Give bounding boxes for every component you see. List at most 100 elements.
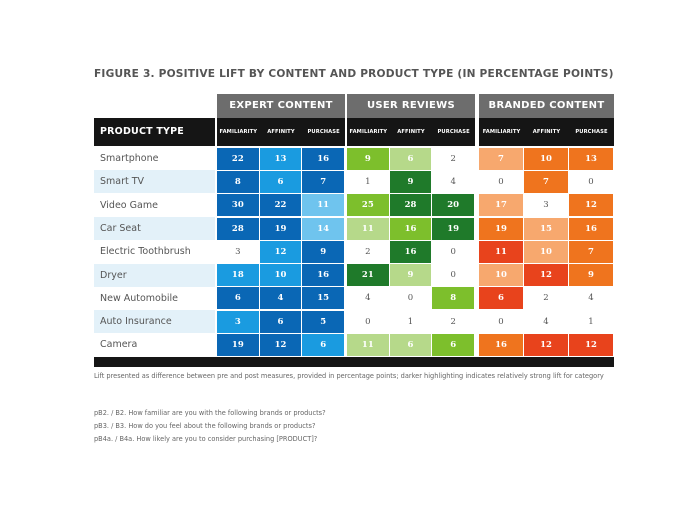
heatmap-cell: 13	[259, 147, 303, 170]
subheader-band: FAMILIARITY AFFINITY PURCHASE	[347, 118, 475, 146]
heatmap-cell: 15	[524, 217, 569, 240]
heatmap-cell: 10	[524, 240, 569, 263]
heatmap-cell: 7	[302, 170, 345, 193]
caption-note: Lift presented as difference between pre…	[94, 372, 604, 380]
subheader-band: FAMILIARITY AFFINITY PURCHASE	[217, 118, 345, 146]
heatmap-cell: 6	[389, 147, 433, 170]
row-label: Electric Toothbrush	[100, 246, 191, 258]
heatmap-cell: 19	[259, 217, 303, 240]
heatmap-cell: 16	[389, 217, 433, 240]
group-header: EXPERT CONTENT	[217, 94, 345, 118]
heatmap-cell: 4	[569, 287, 614, 310]
heatmap-cell: 0	[432, 240, 475, 263]
column-header: FAMILIARITY	[219, 129, 258, 135]
heatmap-cell: 11	[347, 217, 390, 240]
column-header: FAMILIARITY	[349, 129, 388, 135]
heatmap-cell: 6	[259, 170, 303, 193]
heatmap-cell: 19	[479, 217, 524, 240]
heatmap-cell: 11	[479, 240, 524, 263]
heatmap-cell: 28	[217, 217, 260, 240]
heatmap-cell: 2	[524, 287, 569, 310]
heatmap-cell: 0	[432, 264, 475, 287]
heatmap-cell: 12	[524, 334, 569, 356]
heatmap-cell: 0	[569, 170, 614, 193]
product-type-header: PRODUCT TYPE	[94, 118, 215, 146]
heatmap-cell: 7	[479, 147, 524, 170]
heatmap-cell: 18	[217, 264, 260, 287]
heatmap-cell: 6	[479, 287, 524, 310]
heatmap-cell: 3	[217, 310, 260, 333]
heatmap-cell: 17	[479, 194, 524, 217]
row-label: Video Game	[100, 199, 158, 211]
table-bottom-bar	[94, 357, 614, 367]
heatmap-cell: 14	[302, 217, 345, 240]
heatmap-cell: 6	[432, 334, 475, 356]
column-header: AFFINITY	[267, 129, 295, 135]
heatmap-cell: 2	[432, 147, 475, 170]
heatmap-cell: 3	[217, 240, 260, 263]
heatmap-cell: 16	[569, 217, 614, 240]
heatmap-cell: 15	[302, 287, 345, 310]
heatmap-cell: 6	[259, 310, 303, 333]
heatmap-cell: 9	[302, 240, 345, 263]
column-header: AFFINITY	[532, 129, 561, 135]
heatmap-cell: 8	[217, 170, 260, 193]
heatmap-cell: 16	[302, 147, 345, 170]
heatmap-cell: 30	[217, 194, 260, 217]
heatmap-cell: 3	[524, 194, 569, 217]
heatmap-cell: 20	[432, 194, 475, 217]
heatmap-cell: 0	[479, 170, 524, 193]
heatmap-cell: 9	[389, 264, 433, 287]
heatmap-cell: 9	[569, 264, 614, 287]
heatmap-cell: 2	[347, 240, 390, 263]
heatmap-cell: 0	[347, 310, 390, 333]
heatmap-cell: 22	[217, 147, 260, 170]
heatmap-cell: 12	[569, 334, 614, 356]
heatmap-cell: 0	[389, 287, 433, 310]
heatmap-cell: 13	[569, 147, 614, 170]
heatmap-cell: 4	[259, 287, 303, 310]
heatmap-cell: 21	[347, 264, 390, 287]
question-note: pB3. / B3. How do you feel about the fol…	[94, 422, 316, 430]
heatmap-cell: 12	[569, 194, 614, 217]
heatmap-cell: 8	[432, 287, 475, 310]
heatmap-cell: 1	[569, 310, 614, 333]
heatmap-cell: 16	[302, 264, 345, 287]
row-label: Car Seat	[94, 216, 215, 240]
heatmap-cell: 5	[302, 310, 345, 333]
heatmap-cell: 25	[347, 194, 390, 217]
question-note: pB2. / B2. How familiar are you with the…	[94, 409, 326, 417]
heatmap-cell: 12	[259, 334, 303, 356]
row-label: Smart TV	[94, 170, 215, 194]
column-header: PURCHASE	[307, 129, 340, 135]
row-label: New Automobile	[100, 292, 179, 304]
heatmap-cell: 4	[347, 287, 390, 310]
heatmap-cell: 10	[259, 264, 303, 287]
column-header: PURCHASE	[437, 129, 470, 135]
heatmap-cell: 19	[432, 217, 475, 240]
heatmap-cell: 10	[524, 147, 569, 170]
subheader-band: FAMILIARITY AFFINITY PURCHASE	[479, 118, 614, 146]
heatmap-cell: 1	[347, 170, 390, 193]
heatmap-cell: 10	[479, 264, 524, 287]
heatmap-cell: 16	[479, 334, 524, 356]
row-label: Smartphone	[100, 153, 159, 164]
heatmap-cell: 6	[302, 334, 345, 356]
heatmap-cell: 0	[479, 310, 524, 333]
heatmap-cell: 2	[432, 310, 475, 333]
group-header: BRANDED CONTENT	[479, 94, 614, 118]
heatmap-cell: 1	[389, 310, 433, 333]
heatmap-cell: 16	[389, 240, 433, 263]
heatmap-cell: 4	[524, 310, 569, 333]
question-note: pB4a. / B4a. How likely are you to consi…	[94, 435, 318, 443]
heatmap-cell: 6	[217, 287, 260, 310]
heatmap-cell: 19	[217, 334, 260, 356]
heatmap-cell: 22	[259, 194, 303, 217]
heatmap-cell: 4	[432, 170, 475, 193]
row-label: Auto Insurance	[94, 310, 215, 334]
heatmap-cell: 12	[259, 240, 303, 263]
row-label: Camera	[100, 339, 138, 351]
heatmap-cell: 28	[389, 194, 433, 217]
group-header: USER REVIEWS	[347, 94, 475, 118]
heatmap-cell: 11	[302, 194, 345, 217]
